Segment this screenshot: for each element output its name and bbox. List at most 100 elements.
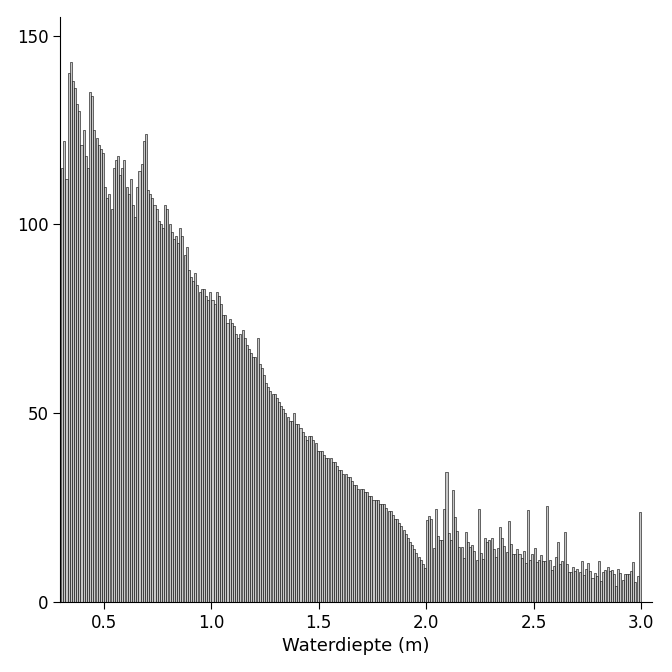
Bar bbox=[392, 515, 394, 602]
Bar bbox=[68, 73, 70, 602]
Bar bbox=[325, 458, 327, 602]
Bar bbox=[561, 562, 563, 602]
Bar bbox=[362, 489, 364, 602]
Bar bbox=[317, 451, 319, 602]
Bar bbox=[581, 561, 583, 602]
Bar bbox=[632, 562, 634, 602]
Bar bbox=[355, 485, 358, 602]
Bar bbox=[510, 544, 512, 602]
Bar bbox=[300, 428, 302, 602]
Bar bbox=[235, 334, 237, 602]
Bar bbox=[340, 470, 342, 602]
Bar bbox=[579, 572, 581, 602]
Bar bbox=[237, 337, 239, 602]
Bar bbox=[278, 402, 280, 602]
Bar bbox=[368, 496, 370, 602]
Bar bbox=[216, 292, 218, 602]
Bar bbox=[128, 194, 130, 602]
Bar bbox=[297, 425, 300, 602]
Bar bbox=[546, 506, 548, 602]
Bar bbox=[276, 398, 278, 602]
Bar bbox=[83, 130, 85, 602]
Bar bbox=[85, 157, 87, 602]
Bar bbox=[334, 462, 336, 602]
Bar bbox=[179, 228, 181, 602]
Bar bbox=[476, 560, 478, 602]
Bar bbox=[444, 509, 446, 602]
Bar bbox=[81, 145, 83, 602]
Bar bbox=[199, 292, 201, 602]
Bar bbox=[226, 323, 228, 602]
Bar bbox=[255, 357, 257, 602]
Bar bbox=[327, 458, 329, 602]
Bar bbox=[113, 168, 115, 602]
Bar bbox=[370, 496, 372, 602]
Bar bbox=[527, 510, 529, 602]
Bar bbox=[636, 576, 638, 602]
Bar bbox=[274, 394, 276, 602]
Bar bbox=[473, 550, 475, 602]
Bar bbox=[74, 89, 76, 602]
Bar bbox=[267, 386, 269, 602]
Bar bbox=[553, 566, 555, 602]
Bar bbox=[456, 531, 458, 602]
Bar bbox=[121, 168, 124, 602]
Bar bbox=[183, 255, 185, 602]
Bar bbox=[336, 466, 338, 602]
Bar bbox=[220, 304, 222, 602]
Bar bbox=[413, 549, 415, 602]
Bar bbox=[508, 521, 510, 602]
Bar bbox=[630, 571, 632, 602]
Bar bbox=[111, 209, 113, 602]
Bar bbox=[491, 538, 493, 602]
Bar bbox=[329, 458, 331, 602]
Bar bbox=[626, 574, 628, 602]
Bar bbox=[604, 570, 606, 602]
Bar bbox=[446, 472, 448, 602]
Bar bbox=[462, 558, 465, 602]
Bar bbox=[503, 546, 505, 602]
Bar bbox=[372, 500, 374, 602]
Bar bbox=[469, 547, 471, 602]
Bar bbox=[471, 544, 473, 602]
Bar bbox=[218, 296, 220, 602]
Bar bbox=[93, 130, 95, 602]
Bar bbox=[241, 330, 243, 602]
Bar bbox=[284, 413, 286, 602]
Bar bbox=[140, 164, 142, 602]
Bar bbox=[332, 462, 334, 602]
Bar bbox=[532, 554, 534, 602]
Bar bbox=[244, 337, 246, 602]
Bar bbox=[323, 455, 325, 602]
Bar bbox=[435, 509, 437, 602]
Bar bbox=[624, 574, 626, 602]
Bar bbox=[302, 432, 304, 602]
Bar bbox=[388, 511, 390, 602]
Bar bbox=[422, 564, 424, 602]
Bar bbox=[89, 92, 91, 602]
Bar bbox=[343, 474, 345, 602]
Bar bbox=[104, 187, 106, 602]
Bar bbox=[426, 520, 428, 602]
Bar bbox=[585, 569, 587, 602]
Bar bbox=[607, 567, 609, 602]
Bar bbox=[97, 145, 99, 602]
Bar bbox=[160, 224, 162, 602]
Bar bbox=[577, 569, 579, 602]
Bar bbox=[484, 538, 486, 602]
Bar bbox=[293, 413, 295, 602]
Bar bbox=[620, 573, 622, 602]
Bar bbox=[351, 481, 353, 602]
Bar bbox=[499, 527, 501, 602]
Bar bbox=[319, 451, 321, 602]
Bar bbox=[396, 519, 398, 602]
Bar bbox=[119, 175, 121, 602]
Bar bbox=[308, 436, 310, 602]
Bar bbox=[239, 334, 241, 602]
Bar bbox=[188, 269, 190, 602]
Bar bbox=[257, 337, 259, 602]
Bar bbox=[338, 470, 340, 602]
Bar bbox=[480, 552, 482, 602]
Bar bbox=[589, 571, 591, 602]
Bar bbox=[280, 406, 282, 602]
